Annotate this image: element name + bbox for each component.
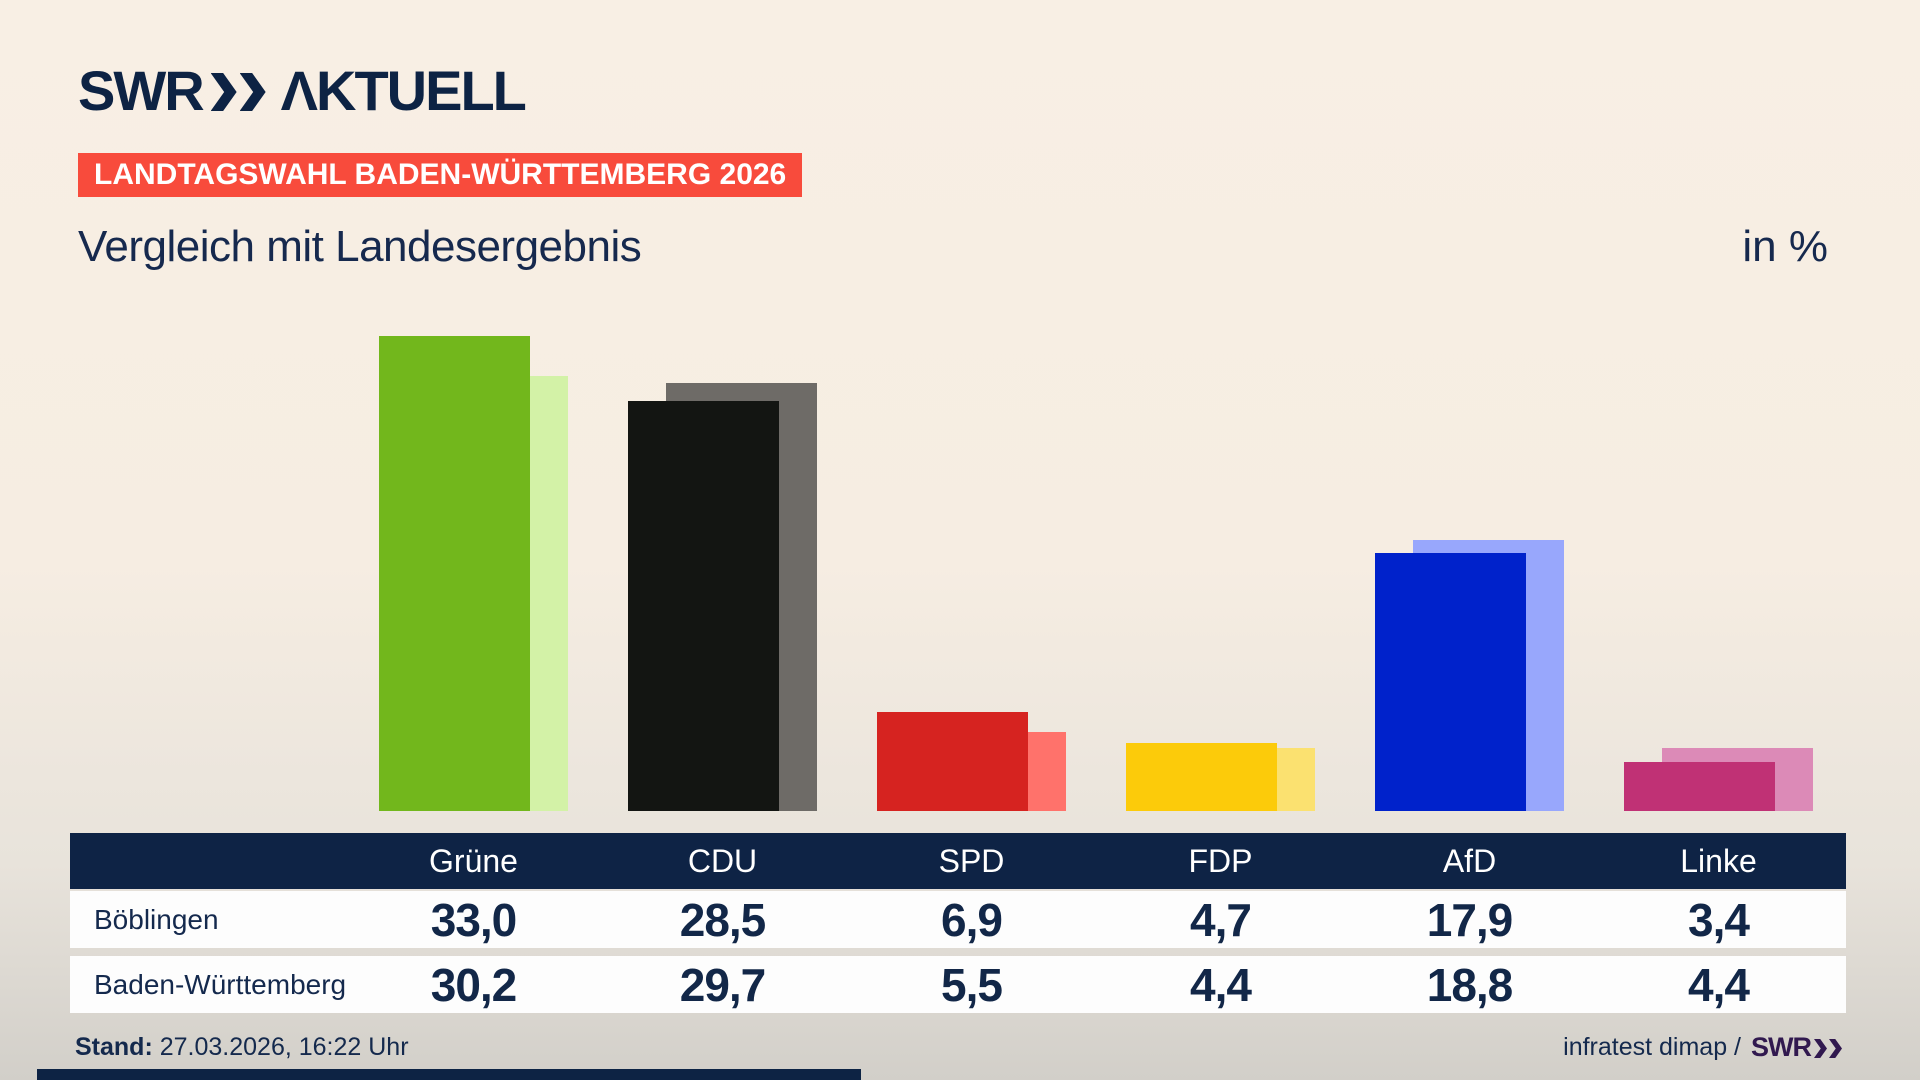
stand-label: Stand: [75, 1033, 153, 1061]
logo-swr-text: SWR [78, 59, 205, 122]
brand-double-chevron-icon [1814, 1039, 1844, 1058]
value-afd: 17,9 [1426, 894, 1514, 946]
source-credit: infratest dimap / SWR [1563, 1032, 1844, 1062]
source-brand-swr: SWR [1751, 1032, 1812, 1062]
row-label: Böblingen [94, 904, 219, 935]
value-cdu: 29,7 [679, 959, 767, 1011]
value-linke: 3,4 [1688, 894, 1750, 946]
value-spd: 5,5 [941, 959, 1003, 1011]
cdu-district-bar [628, 400, 779, 811]
chevron-right-icon [1814, 1039, 1827, 1058]
column-header-linke: Linke [1680, 843, 1757, 879]
column-header-cdu: CDU [687, 843, 758, 879]
fdp-district-bar [1126, 743, 1277, 811]
value-fdp: 4,7 [1190, 894, 1252, 946]
table-row-boeblingen: Böblingen 33,0 28,5 6,9 4,7 17,9 3,4 [70, 891, 1846, 948]
logo-double-chevron-icon [210, 73, 269, 111]
chevron-right-icon [1829, 1039, 1842, 1058]
afd-district-bar [1375, 553, 1526, 811]
value-gruene: 33,0 [430, 894, 518, 946]
table-row-baden-wuerttemberg: Baden-Württemberg 30,2 29,7 5,5 4,4 18,8 4,4 [70, 956, 1846, 1013]
source-text: infratest dimap / [1563, 1033, 1741, 1061]
value-gruene: 30,2 [430, 959, 518, 1011]
column-header-gruene: Grüne [429, 843, 518, 879]
value-cdu: 28,5 [679, 894, 767, 946]
value-afd: 18,8 [1426, 959, 1514, 1011]
value-fdp: 4,4 [1190, 959, 1252, 1011]
chart-title: Vergleich mit Landesergebnis [78, 222, 642, 271]
row-label: Baden-Württemberg [94, 969, 347, 1000]
stand-value: 27.03.2026, 16:22 Uhr [152, 1033, 409, 1061]
logo-aktuell-text: ΛKTUELL [280, 59, 527, 122]
linke-district-bar [1624, 762, 1775, 811]
column-header-spd: SPD [938, 843, 1005, 879]
swr-aktuell-logo: SWR ΛKTUELL [78, 59, 527, 122]
stand-timestamp: Stand: 27.03.2026, 16:22 Uhr [75, 1032, 409, 1062]
column-header-fdp: FDP [1188, 843, 1253, 879]
value-spd: 6,9 [941, 894, 1003, 946]
gruene-district-bar [379, 335, 530, 811]
spd-district-bar [877, 711, 1028, 811]
value-linke: 4,4 [1688, 959, 1750, 1011]
column-header-afd: AfD [1442, 843, 1497, 879]
election-badge: LANDTAGSWAHL BADEN-WÜRTTEMBERG 2026 [78, 153, 803, 197]
unit-label: in % [1742, 222, 1828, 271]
bottom-progress-bar [37, 1069, 861, 1080]
table-header-row: Grüne CDU SPD FDP AfD Linke [70, 833, 1846, 889]
